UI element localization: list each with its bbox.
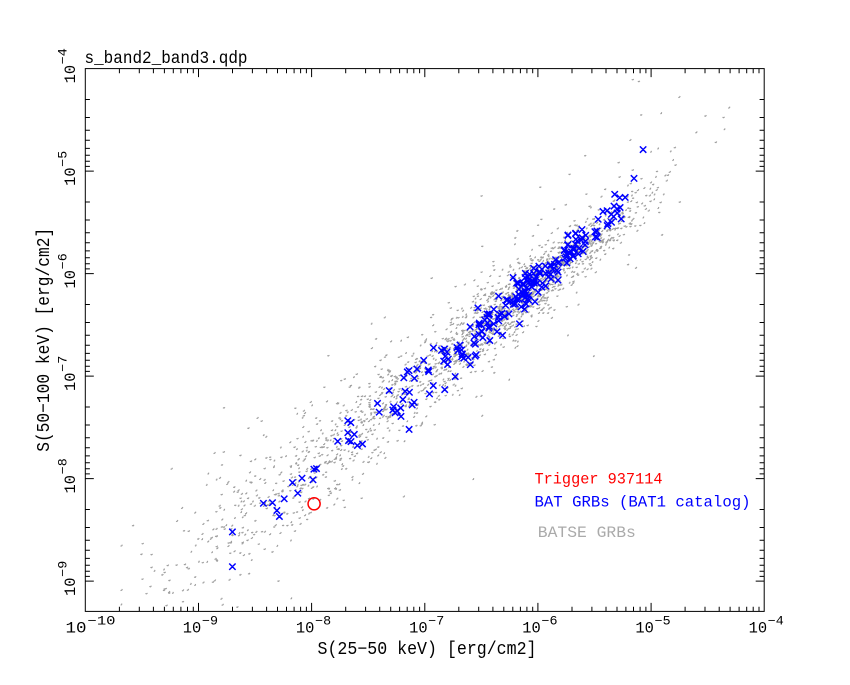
svg-text:10: 10: [62, 270, 80, 289]
svg-text:−6: −6: [56, 253, 70, 269]
svg-text:−9: −9: [202, 615, 218, 629]
svg-text:−4: −4: [56, 48, 70, 64]
svg-text:10: 10: [62, 167, 80, 186]
svg-text:10: 10: [62, 475, 80, 494]
svg-text:−5: −5: [56, 151, 70, 167]
svg-text:10: 10: [409, 619, 428, 637]
svg-text:BATSE GRBs: BATSE GRBs: [538, 524, 636, 542]
svg-text:BAT GRBs (BAT1 catalog): BAT GRBs (BAT1 catalog): [535, 493, 751, 511]
svg-text:S(25−50 keV) [erg/cm2]: S(25−50 keV) [erg/cm2]: [318, 640, 537, 660]
svg-text:10: 10: [296, 619, 315, 637]
svg-text:−6: −6: [542, 615, 558, 629]
svg-text:−7: −7: [428, 615, 444, 629]
svg-text:s_band2_band3.qdp: s_band2_band3.qdp: [85, 49, 248, 69]
svg-text:10: 10: [635, 619, 654, 637]
svg-text:Trigger 937114: Trigger 937114: [535, 471, 663, 489]
svg-text:10: 10: [62, 373, 80, 392]
svg-text:S(50−100 keV) [erg/cm2]: S(50−100 keV) [erg/cm2]: [35, 228, 55, 452]
svg-text:10: 10: [522, 619, 541, 637]
svg-text:10: 10: [183, 619, 202, 637]
svg-text:−8: −8: [315, 615, 331, 629]
svg-text:−10: −10: [88, 615, 116, 629]
svg-text:−4: −4: [768, 615, 784, 629]
svg-text:−7: −7: [56, 356, 70, 372]
svg-text:10: 10: [749, 619, 768, 637]
svg-text:10: 10: [62, 65, 80, 84]
svg-text:−9: −9: [56, 561, 70, 577]
svg-text:−8: −8: [56, 458, 70, 474]
svg-text:10: 10: [66, 619, 87, 637]
svg-text:−5: −5: [655, 615, 671, 629]
svg-text:10: 10: [62, 578, 80, 597]
